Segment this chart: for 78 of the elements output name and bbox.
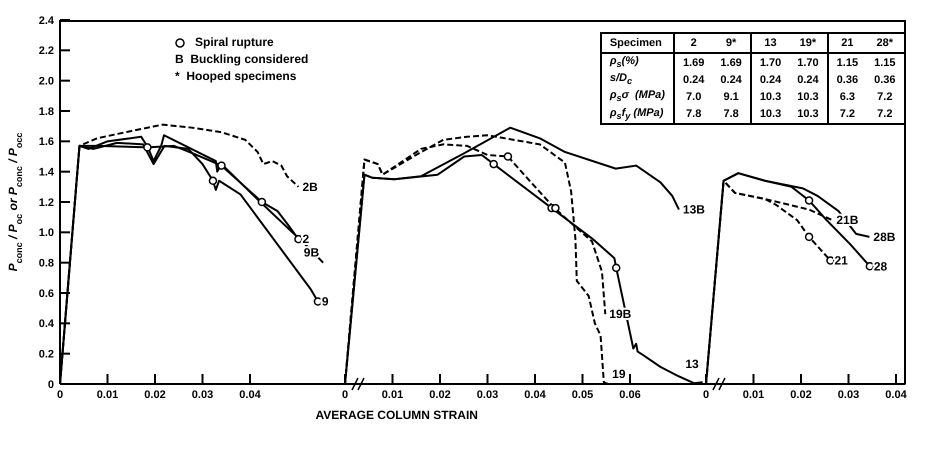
annotation: 7.0 xyxy=(674,88,712,106)
x-tick-label: 0.01 xyxy=(742,388,764,401)
x-tick-label: 0.03 xyxy=(838,388,860,401)
annotation: 7.8 xyxy=(674,106,712,123)
series-label: 9 xyxy=(322,294,329,308)
y-tick-label: 0 xyxy=(48,378,54,391)
series-label: 28B xyxy=(873,230,896,244)
annotation: 1.70 xyxy=(796,56,820,71)
annotation: 6.3 xyxy=(828,88,866,106)
x-tick-label: 0.02 xyxy=(429,388,451,401)
series-label: 2 xyxy=(302,232,310,246)
annotation: 0.24 xyxy=(750,71,790,88)
y-tick-label: 0.2 xyxy=(38,348,54,361)
annotation: B Buckling considered xyxy=(175,51,310,68)
series-label: 19 xyxy=(612,367,626,381)
annotation: s/D$_{c}$ xyxy=(608,71,634,88)
annotation: 7.8 xyxy=(722,107,740,122)
y-tick-label: 2.2 xyxy=(38,45,54,58)
annotation: 0.24 xyxy=(719,72,743,88)
annotation: 1.69 xyxy=(674,53,712,72)
x-tick-label: 0.04 xyxy=(239,388,262,401)
x-tick-label: 0 xyxy=(342,388,348,401)
series-label: 2B xyxy=(302,180,318,194)
annotation: 7.2 xyxy=(876,90,894,105)
x-tick-label: 0.03 xyxy=(476,388,498,401)
annotation: ρ$_{s}$(%) xyxy=(608,54,640,72)
annotation: 2 xyxy=(674,34,712,53)
annotation: ρ$_{s}$f$_{y}$ (MPa) xyxy=(608,106,664,123)
x-axis-title: AVERAGE COLUMN STRAIN xyxy=(314,408,479,422)
annotation: 13 xyxy=(750,34,790,53)
annotation: 9.1 xyxy=(722,90,740,105)
series-label: 28 xyxy=(874,259,888,274)
series-label: 21 xyxy=(834,254,848,268)
legend-label: Spiral rupture xyxy=(195,34,274,51)
annotation: 19* xyxy=(798,36,818,51)
x-tick-label: 0.04 xyxy=(524,388,547,401)
annotation: 9* xyxy=(724,36,738,51)
y-tick-label: 2.0 xyxy=(38,76,54,88)
y-tick-label: 1.6 xyxy=(38,136,54,148)
x-tick-label: 0.05 xyxy=(572,388,594,401)
x-tick-label: 0.04 xyxy=(885,388,908,401)
annotation: 1.69 xyxy=(719,56,743,71)
series-label: 13B xyxy=(682,202,706,217)
annotation: 0.36 xyxy=(873,72,896,88)
x-tick-label: 0 xyxy=(56,388,64,401)
annotation: 1.15 xyxy=(873,56,896,71)
y-tick-label: 1.4 xyxy=(38,166,55,179)
annotation: 10.3 xyxy=(750,88,790,106)
y-tick-label: 1.0 xyxy=(38,227,54,240)
series-label: 13 xyxy=(685,357,699,371)
annotation: 1.70 xyxy=(750,53,790,72)
y-tick-label: 0.8 xyxy=(38,258,54,270)
x-tick-label: 0.02 xyxy=(144,388,166,401)
x-tick-label: 0.02 xyxy=(790,388,812,401)
annotation: Specimen xyxy=(608,36,663,51)
y-tick-label: 2.4 xyxy=(38,14,55,27)
annotation: 1.15 xyxy=(828,53,866,72)
annotation: 28* xyxy=(876,36,894,51)
y-tick-label: 0.6 xyxy=(38,288,54,300)
annotation: 10.3 xyxy=(750,106,790,123)
annotation: 10.3 xyxy=(796,90,820,105)
annotation: 10.3 xyxy=(796,107,820,122)
annotation: 7.2 xyxy=(876,107,894,122)
y-tick-label: 1.2 xyxy=(38,196,54,209)
x-tick-label: 0.06 xyxy=(619,388,641,401)
annotation: 0.36 xyxy=(828,71,866,88)
annotation: 7.2 xyxy=(828,106,866,123)
x-tick-label: 0 xyxy=(702,388,710,401)
x-tick-label: 0.01 xyxy=(382,388,404,401)
y-tick-label: 1.8 xyxy=(38,106,54,118)
annotation: 21 xyxy=(828,34,866,53)
annotation: 0.24 xyxy=(674,71,712,88)
y-tick-label: 0.4 xyxy=(38,318,55,330)
annotation: 0.24 xyxy=(796,72,820,88)
annotation: * Hooped specimens xyxy=(175,68,298,85)
annotation: ρ$_{s}$σ (MPa) xyxy=(608,88,666,106)
x-tick-label: 0.01 xyxy=(96,388,118,401)
x-tick-label: 0.03 xyxy=(192,388,214,401)
